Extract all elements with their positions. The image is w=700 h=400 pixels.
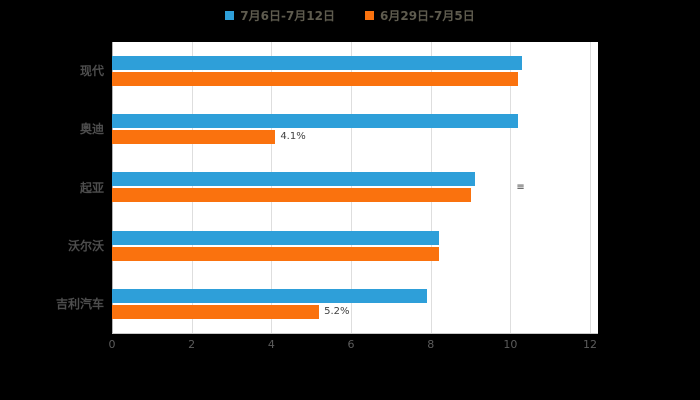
data-label: ≡: [516, 181, 525, 193]
bar-orange: [112, 72, 519, 87]
category-label: 奥迪: [79, 122, 104, 137]
legend-item-series-orange[interactable]: 6月29日-7月5日: [365, 7, 475, 24]
bar-orange: [112, 246, 439, 261]
gridline: [112, 42, 113, 333]
gridline: [430, 42, 432, 333]
plot-area: [112, 42, 598, 334]
category-label: 起亚: [79, 180, 104, 195]
x-tick-label: 2: [188, 338, 196, 351]
x-tick-label: 12: [583, 338, 598, 351]
bar-blue: [112, 172, 475, 187]
bar-row: [112, 275, 598, 333]
gridline: [590, 42, 592, 333]
legend: 7月6日-7月12日 6月29日-7月5日: [0, 7, 700, 24]
bar-orange: [112, 130, 276, 145]
bar-orange: [112, 304, 320, 319]
bar-orange: [112, 188, 471, 203]
gridline: [510, 42, 512, 333]
gridline: [271, 42, 273, 333]
x-tick-label: 8: [427, 338, 435, 351]
category-label: 吉利汽车: [55, 296, 104, 311]
bar-blue: [112, 230, 439, 245]
legend-label-blue: 7月6日-7月12日: [240, 9, 335, 23]
legend-swatch-orange: [365, 11, 374, 20]
bar-blue: [112, 56, 523, 71]
bar-row: [112, 42, 598, 100]
category-label: 现代: [79, 64, 104, 79]
bar-row: [112, 100, 598, 158]
legend-item-series-blue[interactable]: 7月6日-7月12日: [225, 7, 335, 24]
legend-swatch-blue: [225, 11, 235, 20]
data-label: 4.1%: [280, 131, 306, 143]
bar-row: [112, 217, 598, 275]
gridline: [191, 42, 193, 333]
x-tick-label: 6: [347, 338, 355, 351]
bar-blue: [112, 288, 427, 303]
gridline: [351, 42, 353, 333]
legend-label-orange: 6月29日-7月5日: [380, 9, 475, 23]
data-label: 5.2%: [324, 305, 350, 317]
bar-blue: [112, 114, 519, 129]
x-tick-label: 10: [503, 338, 518, 351]
x-tick-label: 4: [267, 338, 275, 351]
x-tick-label: 0: [108, 338, 116, 351]
bar-row: [112, 158, 598, 216]
category-label: 沃尔沃: [67, 238, 104, 253]
